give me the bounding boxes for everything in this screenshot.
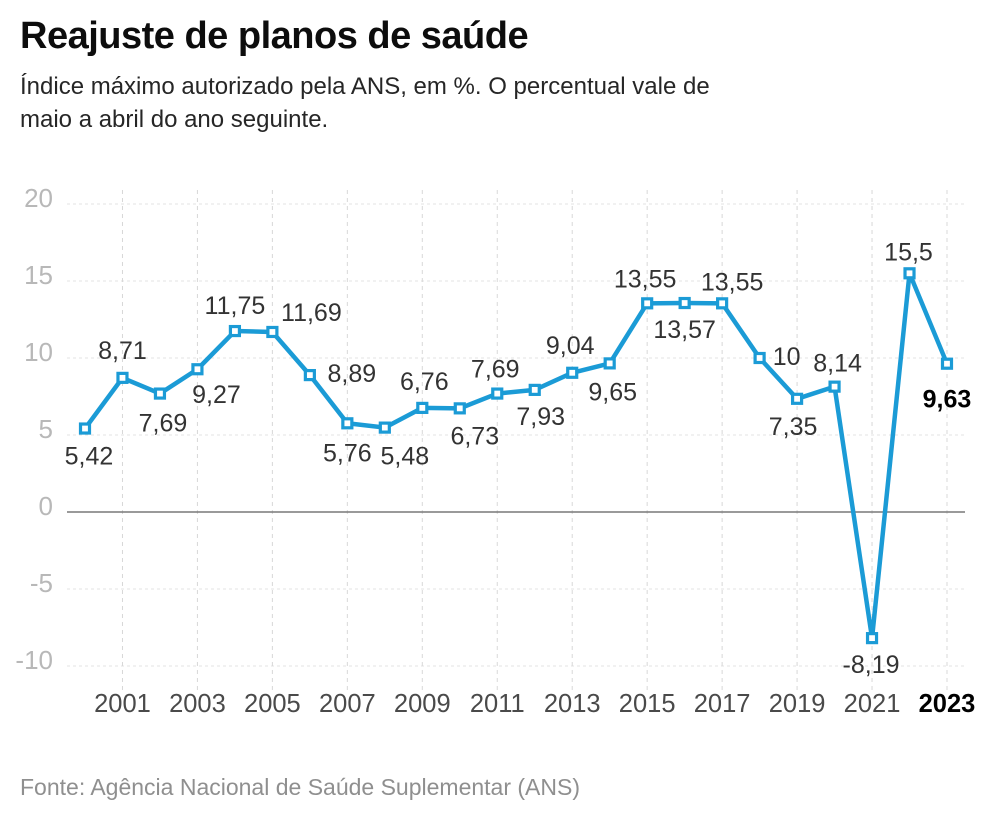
data-point-label: 9,27 xyxy=(192,381,241,409)
x-tick-label: 2017 xyxy=(694,690,751,718)
x-tick-label: 2001 xyxy=(94,690,151,718)
data-point-marker xyxy=(641,297,654,310)
data-point-marker xyxy=(453,402,466,415)
chart-subtitle: Índice máximo autorizado pela ANS, em %.… xyxy=(20,70,710,136)
data-point-label: 5,42 xyxy=(65,443,114,471)
data-point-marker xyxy=(491,387,504,400)
data-point-label: 7,35 xyxy=(769,413,818,441)
data-point-marker xyxy=(78,422,92,435)
data-point-label: 7,69 xyxy=(139,410,188,438)
data-point-marker xyxy=(903,267,916,280)
data-point-marker xyxy=(753,351,766,365)
data-point-marker xyxy=(828,380,841,393)
data-point-label: 8,71 xyxy=(98,337,147,365)
source-note: Fonte: Agência Nacional de Saúde Supleme… xyxy=(20,774,580,800)
y-tick-label: 20 xyxy=(24,183,53,213)
data-point-label: 5,76 xyxy=(323,439,372,467)
data-point-label: 7,69 xyxy=(471,356,520,384)
y-tick-label: -10 xyxy=(15,645,53,675)
data-point-marker xyxy=(341,417,354,430)
y-tick-label: 10 xyxy=(24,337,53,367)
data-point-label: 6,73 xyxy=(450,422,499,450)
data-point-marker xyxy=(266,325,279,339)
data-line xyxy=(82,271,950,641)
data-point-marker xyxy=(528,383,541,396)
data-point-marker xyxy=(303,368,316,382)
y-tick-label: -5 xyxy=(30,568,53,598)
data-point-marker xyxy=(378,421,391,434)
data-point-label: 7,93 xyxy=(516,403,565,431)
data-point-marker xyxy=(716,297,729,310)
data-point-marker xyxy=(416,401,429,414)
x-tick-label: 2021 xyxy=(844,690,901,718)
y-tick-label: 0 xyxy=(39,491,53,521)
data-point-label: 10 xyxy=(773,343,801,371)
x-tick-label: 2019 xyxy=(769,690,826,718)
data-point-label: 13,57 xyxy=(653,316,716,344)
y-tick-label: 15 xyxy=(24,260,53,290)
data-point-marker xyxy=(228,324,242,338)
x-tick-label: 2005 xyxy=(244,690,301,718)
data-point-label: 13,55 xyxy=(614,265,677,293)
data-point-marker xyxy=(566,366,579,379)
data-point-label: 8,89 xyxy=(328,360,377,388)
page-title: Reajuste de planos de saúde xyxy=(20,15,529,57)
data-point-marker xyxy=(865,632,879,645)
data-point-label: 5,48 xyxy=(380,443,429,471)
subtitle-line-1: Índice máximo autorizado pela ANS, em %.… xyxy=(20,73,710,100)
x-tick-label: 2023 xyxy=(919,690,976,718)
data-point-label: 8,14 xyxy=(813,350,862,378)
data-point-marker xyxy=(678,296,691,310)
data-point-marker xyxy=(191,363,204,376)
data-point-label: 6,76 xyxy=(400,368,449,396)
data-point-label: -8,19 xyxy=(843,651,900,679)
data-point-marker xyxy=(153,387,167,400)
data-point-label: 9,63 xyxy=(923,386,972,414)
data-point-marker xyxy=(603,357,616,370)
data-point-marker xyxy=(790,392,804,405)
data-point-label: 13,55 xyxy=(701,268,764,296)
data-point-label: 9,04 xyxy=(546,332,595,360)
y-tick-label: 5 xyxy=(39,414,53,444)
data-point-label: 9,65 xyxy=(588,378,637,406)
data-point-label: 11,75 xyxy=(205,292,266,320)
x-tick-label: 2013 xyxy=(544,690,601,718)
x-tick-label: 2003 xyxy=(169,690,226,718)
subtitle-line-2: maio a abril do ano seguinte. xyxy=(20,106,329,133)
x-tick-label: 2011 xyxy=(470,690,525,718)
x-tick-label: 2009 xyxy=(394,690,451,718)
x-tick-label: 2007 xyxy=(319,690,376,718)
data-point-label: 15,5 xyxy=(884,238,933,266)
x-tick-label: 2015 xyxy=(619,690,676,718)
data-point-label: 11,69 xyxy=(281,299,342,327)
data-point-marker xyxy=(116,371,129,384)
data-point-marker xyxy=(940,357,954,370)
